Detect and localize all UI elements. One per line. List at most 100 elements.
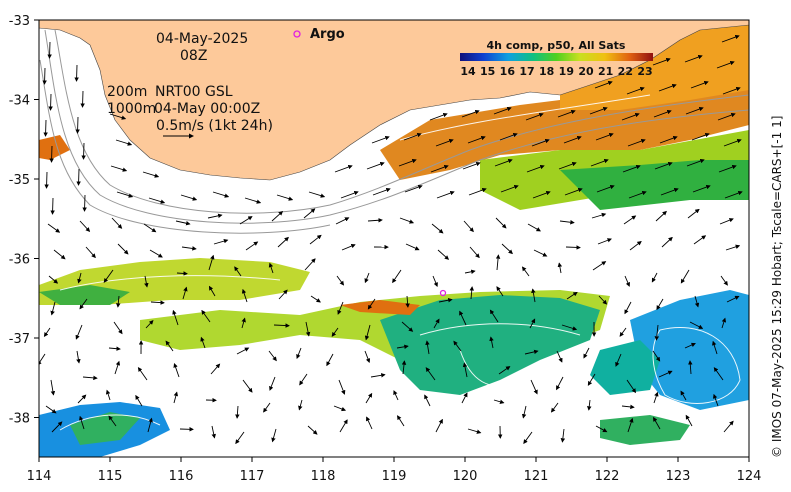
current-arrow xyxy=(49,145,54,163)
current-arrow xyxy=(658,370,673,378)
current-arrow xyxy=(396,344,409,350)
current-arrow xyxy=(50,301,56,316)
current-arrow xyxy=(586,399,592,411)
colorbar-title: 4h comp, p50, All Sats xyxy=(487,39,626,52)
current-arrow xyxy=(628,190,647,199)
current-arrow xyxy=(296,347,302,360)
argo-legend-marker xyxy=(293,30,301,38)
current-arrow xyxy=(299,373,308,386)
current-arrow xyxy=(212,191,230,198)
current-arrow xyxy=(722,86,741,95)
current-arrow xyxy=(626,86,645,95)
current-arrow xyxy=(652,350,661,362)
current-arrow xyxy=(720,275,728,286)
current-arrow xyxy=(340,190,359,199)
y-tick-label: -34 xyxy=(9,94,30,109)
current-arrow xyxy=(590,158,609,167)
current-arrow xyxy=(235,405,240,419)
current-arrow xyxy=(521,266,530,277)
current-arrow xyxy=(556,350,563,363)
current-arrow xyxy=(688,360,693,375)
y-tick-label: -38 xyxy=(9,412,30,427)
current-arrow xyxy=(393,390,399,401)
current-arrow xyxy=(495,254,501,271)
current-arrow xyxy=(723,138,742,147)
argo-label: Argo xyxy=(310,27,345,42)
current-arrow xyxy=(432,275,438,288)
x-tick-label: 124 xyxy=(737,469,762,484)
current-arrow xyxy=(652,57,671,66)
x-tick-label: 115 xyxy=(98,469,123,484)
current-arrow xyxy=(436,190,455,199)
current-arrow xyxy=(181,246,197,251)
current-arrow xyxy=(531,138,550,147)
current-arrow xyxy=(712,340,718,355)
current-arrow xyxy=(366,416,373,430)
current-arrow xyxy=(653,109,672,118)
current-arrow xyxy=(467,135,486,144)
colorbar-tick-label: 21 xyxy=(598,65,613,78)
current-arrow xyxy=(589,106,608,115)
current-arrow xyxy=(241,288,248,303)
current-arrow xyxy=(629,240,642,251)
current-arrow xyxy=(82,375,98,381)
current-arrow xyxy=(651,272,658,283)
current-arrow xyxy=(235,431,245,445)
current-arrow xyxy=(142,171,160,178)
current-arrow xyxy=(525,112,544,121)
current-arrow xyxy=(563,135,582,144)
current-arrow xyxy=(175,220,191,226)
current-arrow xyxy=(180,194,198,201)
current-arrow xyxy=(594,80,613,89)
current-arrow xyxy=(85,246,96,259)
current-arrow xyxy=(339,419,348,433)
current-arrow xyxy=(111,217,123,229)
current-arrow xyxy=(201,309,211,323)
current-arrow xyxy=(684,342,696,349)
current-arrows xyxy=(39,34,743,445)
current-arrow xyxy=(147,417,153,433)
current-arrow xyxy=(524,349,539,355)
scale-label: 0.5m/s (1kt 24h) xyxy=(156,118,273,134)
colorbar-ticks: 14 15 16 17 18 19 20 21 22 23 xyxy=(460,65,652,78)
current-arrow xyxy=(403,132,422,141)
x-tick-label: 122 xyxy=(595,469,620,484)
current-arrow xyxy=(658,83,677,92)
x-tick-label: 117 xyxy=(240,469,265,484)
current-arrow xyxy=(108,415,117,427)
current-arrow xyxy=(527,223,541,232)
current-arrow xyxy=(565,245,581,250)
current-arrow xyxy=(338,379,346,395)
current-arrow xyxy=(200,336,206,349)
current-arrow xyxy=(44,171,49,189)
current-arrow xyxy=(692,184,711,193)
current-arrow xyxy=(561,324,578,331)
current-arrow xyxy=(74,64,79,82)
current-arrow xyxy=(689,321,704,329)
current-arrow xyxy=(271,210,284,222)
current-arrow xyxy=(693,235,707,245)
isobath-label-200: 200m xyxy=(107,84,147,100)
source-date: 04-May 00:00Z xyxy=(154,101,260,117)
current-arrow xyxy=(372,187,391,196)
current-arrow xyxy=(144,275,149,288)
isobaths xyxy=(39,29,749,234)
current-arrow xyxy=(425,367,436,381)
current-arrow xyxy=(244,197,262,204)
current-arrow xyxy=(622,164,641,173)
current-arrow xyxy=(596,184,615,193)
current-arrow xyxy=(550,402,559,413)
current-arrow xyxy=(624,275,630,287)
x-tick-label: 121 xyxy=(524,469,549,484)
sst-east-teal xyxy=(590,340,660,395)
colorbar-tick-label: 22 xyxy=(618,65,633,78)
current-arrow xyxy=(595,132,614,141)
current-arrow xyxy=(500,184,519,193)
current-arrow xyxy=(165,340,174,352)
current-arrow xyxy=(624,301,632,315)
sst-central-green xyxy=(380,295,600,395)
current-arrow xyxy=(489,336,494,349)
current-arrow xyxy=(566,291,578,300)
current-arrow xyxy=(115,139,133,146)
y-axis: -33 -34 -35 -36 -37 -38 xyxy=(9,14,39,427)
